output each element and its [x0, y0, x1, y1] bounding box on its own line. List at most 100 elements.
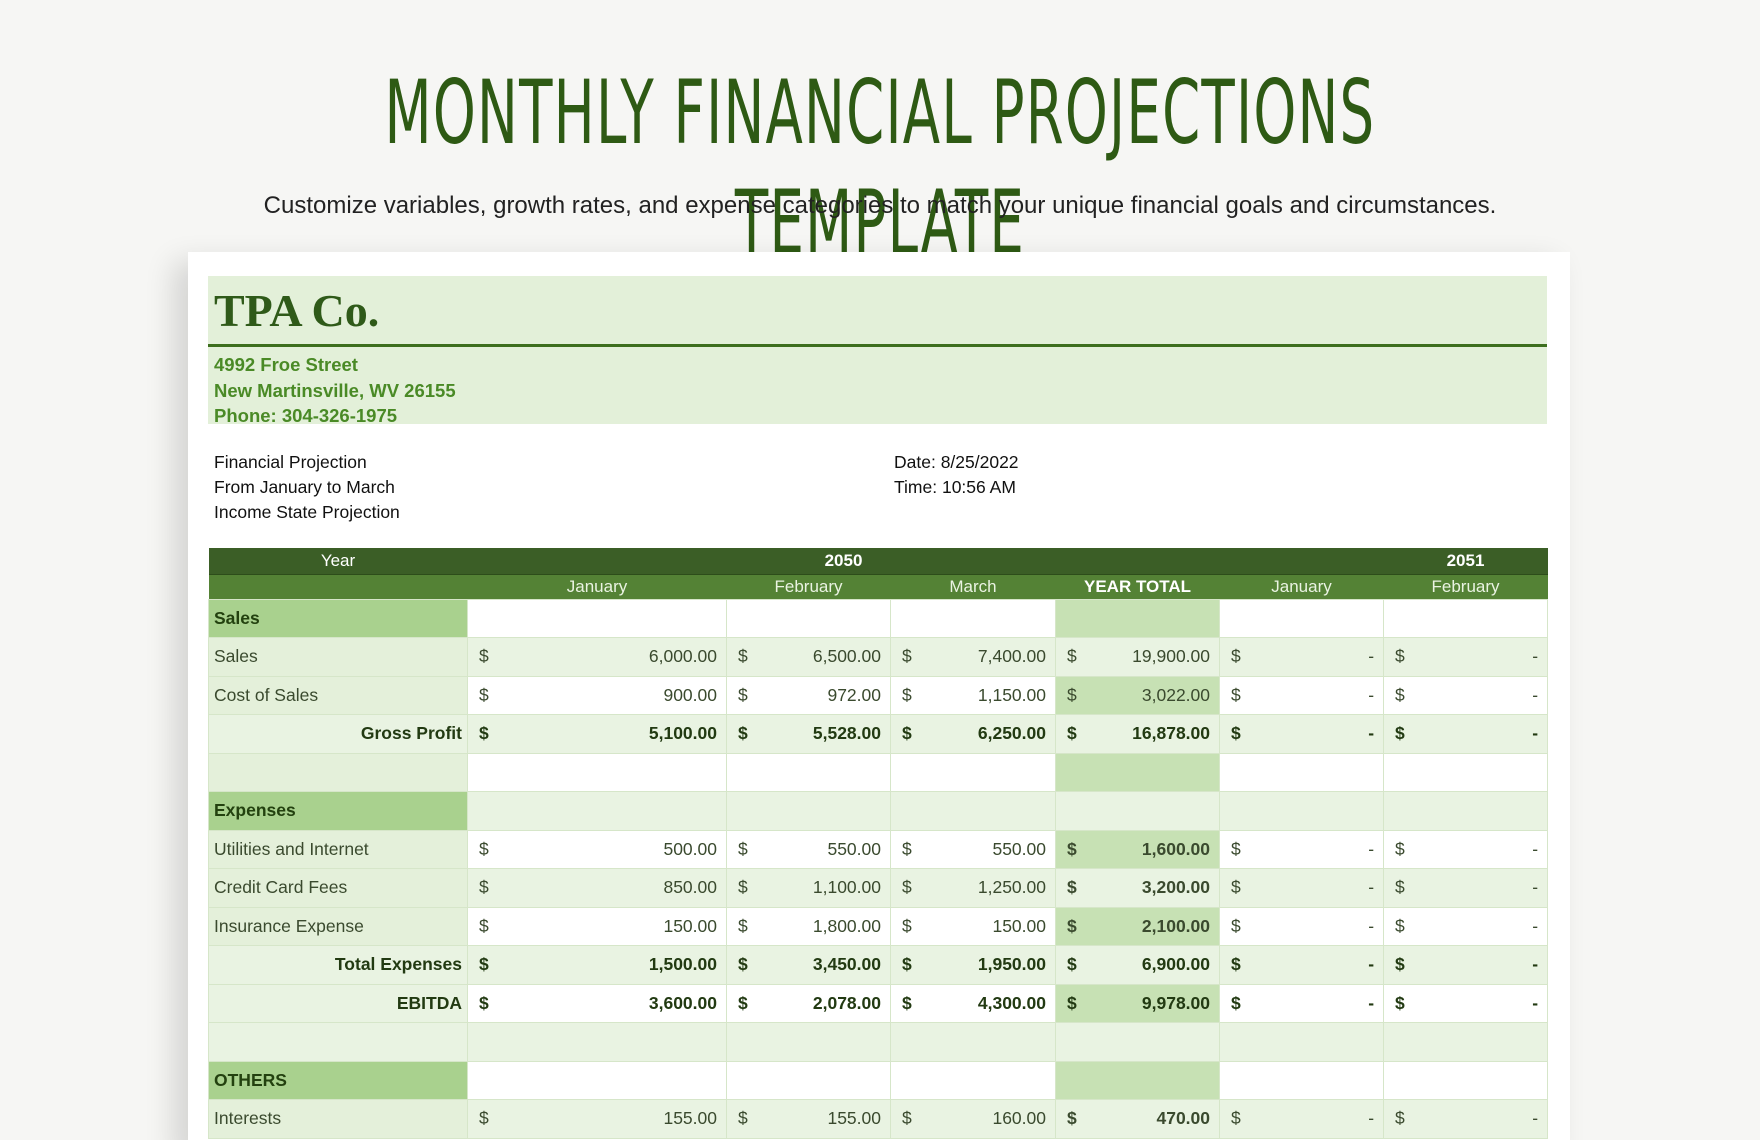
cell-value: - [1532, 646, 1539, 667]
cell-value: 850.00 [663, 877, 717, 898]
financial-table: Year 2050 2051 January February March YE… [208, 548, 1549, 1139]
company-divider [208, 344, 1547, 347]
month-header-row: January February March YEAR TOTAL Januar… [208, 573, 1548, 599]
spreadsheet-sheet: TPA Co. 4992 Froe Street New Martinsvill… [188, 252, 1570, 1140]
cell-value: - [1368, 954, 1375, 975]
col-header-february[interactable]: February [726, 573, 891, 599]
cell-value: 6,000.00 [648, 646, 717, 667]
company-header: TPA Co. 4992 Froe Street New Martinsvill… [208, 276, 1547, 426]
projection-date: Date: 8/25/2022 [894, 452, 1019, 472]
company-address-line1: 4992 Froe Street [214, 354, 358, 375]
year-header-row: Year 2050 2051 [208, 548, 1548, 574]
cell-value: 900.00 [663, 684, 717, 705]
cell-value: 19,900.00 [1132, 646, 1211, 667]
cell-value: 1,800.00 [812, 915, 881, 936]
cell-value: - [1368, 915, 1375, 936]
cell-value: 1,100.00 [812, 877, 881, 898]
col-header-year-total[interactable]: YEAR TOTAL [1055, 573, 1220, 599]
cell-value: - [1368, 723, 1375, 744]
cell-value: - [1532, 877, 1539, 898]
row-label-gross-profit[interactable]: Gross Profit [208, 714, 468, 754]
projection-time: Time: 10:56 AM [894, 477, 1016, 497]
cell-value: 3,200.00 [1141, 877, 1211, 898]
table-row: Sales $6,000.00 $6,500.00 $7,400.00 $19,… [208, 637, 1549, 677]
cell-value: 4,300.00 [977, 992, 1046, 1013]
cell-value: - [1532, 684, 1539, 705]
cell-value: - [1368, 684, 1375, 705]
cell-value: 1,250.00 [977, 877, 1046, 898]
row-label-insurance-expense[interactable]: Insurance Expense [208, 906, 468, 946]
cell-value: 1,950.00 [977, 954, 1046, 975]
projection-timestamp: Date: 8/25/2022 Time: 10:56 AM [894, 450, 1019, 500]
cell-value: - [1368, 992, 1375, 1013]
row-label-ebitda[interactable]: EBITDA [208, 983, 468, 1023]
cell-value: 150.00 [992, 915, 1046, 936]
col-header-march[interactable]: March [890, 573, 1056, 599]
row-label-utilities[interactable]: Utilities and Internet [208, 829, 468, 869]
year-label: Year [208, 548, 468, 574]
cell-value: - [1368, 646, 1375, 667]
section-label-sales[interactable]: Sales [208, 598, 468, 638]
row-label-credit-card-fees[interactable]: Credit Card Fees [208, 868, 468, 908]
cell-value: 470.00 [1156, 1108, 1211, 1129]
cell-value: - [1532, 723, 1539, 744]
cell-value: 2,078.00 [812, 992, 881, 1013]
cell-value: 500.00 [663, 838, 717, 859]
table-row: Cost of Sales $900.00 $972.00 $1,150.00 … [208, 675, 1549, 715]
table-row: Utilities and Internet $500.00 $550.00 $… [208, 829, 1549, 869]
cell-value: - [1532, 1108, 1539, 1129]
cell-value: 550.00 [827, 838, 881, 859]
section-row-expenses: Expenses [208, 791, 1549, 831]
cell-value: 550.00 [992, 838, 1046, 859]
row-label-interests[interactable]: Interests [208, 1099, 468, 1139]
company-address-line2: New Martinsville, WV 26155 [214, 379, 456, 401]
section-row-others: OTHERS [208, 1060, 1549, 1100]
table-row: Insurance Expense $150.00 $1,800.00 $150… [208, 906, 1549, 946]
cell-value: - [1368, 877, 1375, 898]
page-subtitle: Customize variables, growth rates, and e… [263, 192, 1497, 219]
cell-value: 6,500.00 [812, 646, 881, 667]
projection-type: Income State Projection [214, 502, 400, 522]
cell-value: 6,900.00 [1141, 954, 1211, 975]
cell-value: 160.00 [992, 1108, 1046, 1129]
cell-value: 7,400.00 [977, 646, 1046, 667]
cell-value: - [1532, 954, 1539, 975]
row-label-total-expenses[interactable]: Total Expenses [208, 945, 468, 985]
cell-value: 5,100.00 [648, 723, 717, 744]
col-header-february-2051[interactable]: February [1383, 573, 1548, 599]
year-2051-header: 2051 [1383, 548, 1548, 574]
col-header-january[interactable]: January [467, 573, 727, 599]
cell-value: - [1532, 992, 1539, 1013]
section-label-others[interactable]: OTHERS [208, 1060, 468, 1100]
cell-value: 9,978.00 [1141, 992, 1211, 1013]
cell-value: 5,528.00 [812, 723, 881, 744]
cell-value: - [1532, 838, 1539, 859]
cell-value: 3,600.00 [648, 992, 717, 1013]
table-row-total-expenses: Total Expenses $1,500.00 $3,450.00 $1,95… [208, 945, 1549, 985]
section-row-sales: Sales [208, 598, 1549, 638]
cell-value: - [1532, 915, 1539, 936]
cell-value: 3,450.00 [812, 954, 881, 975]
projection-period: From January to March [214, 477, 395, 497]
cell-value: 972.00 [827, 684, 881, 705]
table-row-gross-profit: Gross Profit $5,100.00 $5,528.00 $6,250.… [208, 714, 1549, 754]
cell-value: 16,878.00 [1132, 723, 1211, 744]
cell-value: - [1368, 1108, 1375, 1129]
spacer-row [208, 1022, 1549, 1062]
cell-value: 2,100.00 [1141, 915, 1211, 936]
cell-value: 3,022.00 [1141, 684, 1211, 705]
year-2050-header: 2050 [467, 548, 1220, 574]
cell-value: 6,250.00 [977, 723, 1046, 744]
table-row-ebitda: EBITDA $3,600.00 $2,078.00 $4,300.00 $9,… [208, 983, 1549, 1023]
row-label-cost-of-sales[interactable]: Cost of Sales [208, 675, 468, 715]
cell-value: 155.00 [663, 1108, 717, 1129]
projection-title: Financial Projection [214, 452, 367, 472]
cell-value: 1,150.00 [977, 684, 1046, 705]
table-row: Interests $155.00 $155.00 $160.00 $470.0… [208, 1099, 1549, 1139]
row-label-sales[interactable]: Sales [208, 637, 468, 677]
cell-value: - [1368, 838, 1375, 859]
company-phone: Phone: 304-326-1975 [214, 405, 398, 426]
cell-value: 1,500.00 [648, 954, 717, 975]
col-header-january-2051[interactable]: January [1219, 573, 1384, 599]
section-label-expenses[interactable]: Expenses [208, 791, 468, 831]
